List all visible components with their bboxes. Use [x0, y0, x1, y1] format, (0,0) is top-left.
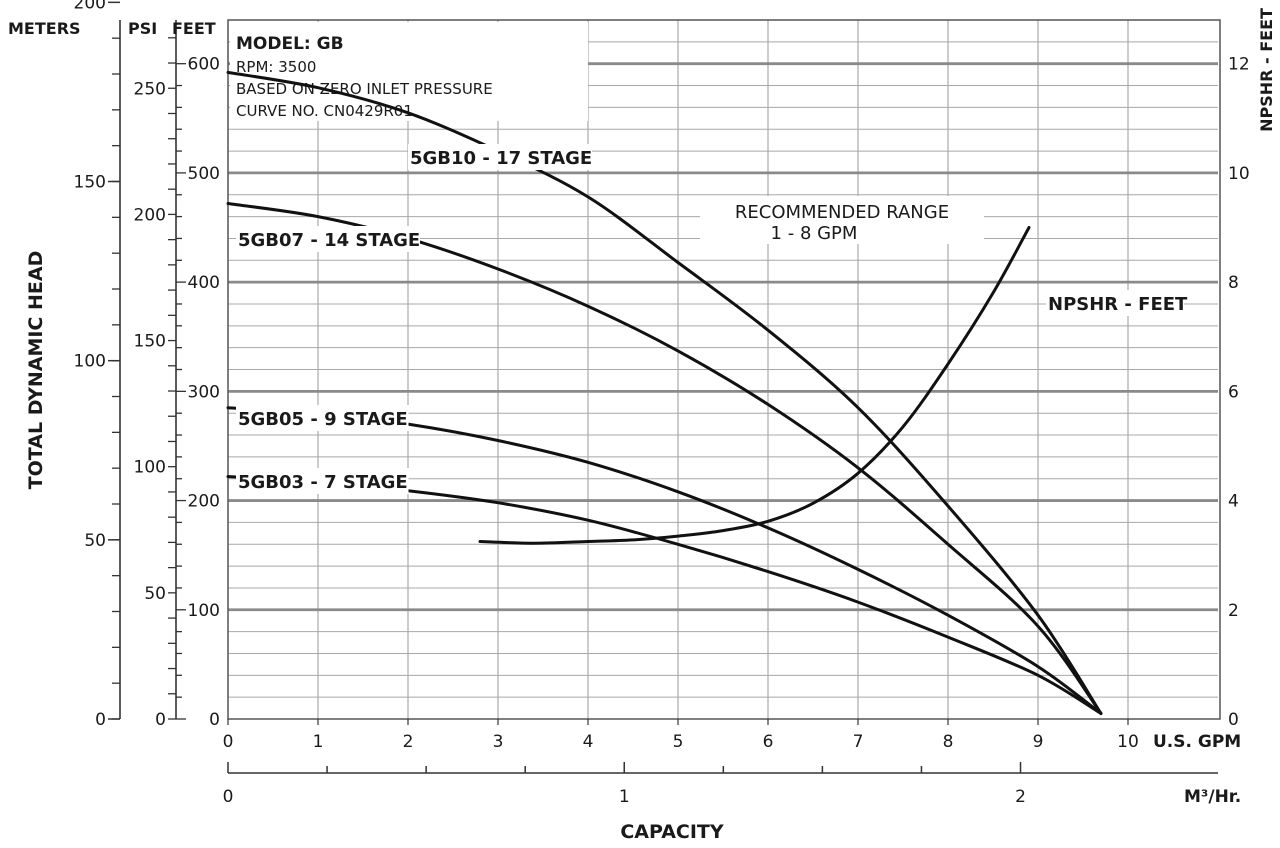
gpm-tick-label: 9 — [1033, 732, 1044, 752]
series-label-5gb07-14-stage: 5GB07 - 14 STAGE — [238, 230, 420, 251]
feet-tick-label: 200 — [188, 492, 220, 512]
series-label-5gb03-7-stage: 5GB03 - 7 STAGE — [238, 472, 408, 493]
series-label-bg — [236, 226, 420, 252]
meters-axis-title: METERS — [8, 19, 81, 38]
inlet-pressure-note: BASED ON ZERO INLET PRESSURE — [236, 80, 493, 98]
series-label-bg — [236, 468, 409, 494]
gpm-tick-label: 2 — [403, 732, 414, 752]
curve-npshr-feet — [478, 226, 1031, 545]
series-label-5gb10-17-stage: 5GB10 - 17 STAGE — [410, 148, 592, 169]
m3hr-axis-unit: M³/Hr. — [1184, 787, 1241, 807]
feet-tick-label: 600 — [188, 55, 220, 75]
m3hr-tick-label: 2 — [1015, 787, 1026, 807]
m3hr-tick-label: 0 — [223, 787, 234, 807]
npshr-tick-label: 0 — [1228, 710, 1239, 730]
curve-5gb10-17-stage — [226, 70, 1103, 715]
npshr-tick-label: 6 — [1228, 382, 1239, 402]
gpm-tick-label: 10 — [1117, 732, 1139, 752]
series-labels: 5GB10 - 17 STAGE 5GB07 - 14 STAGE 5GB05 - … — [236, 144, 1188, 494]
npshr-tick-label: 2 — [1228, 601, 1239, 621]
feet-tick-label: 0 — [209, 710, 220, 730]
npshr-tick-label: 10 — [1228, 164, 1250, 184]
npshr-axis-title-text: NPSHR - FEET — [1257, 8, 1276, 132]
model-label: MODEL: GB — [236, 34, 344, 54]
meters-tick-label: 200 — [74, 0, 106, 13]
gpm-tick-label: 1 — [313, 732, 324, 752]
x-axis-title: CAPACITY — [620, 821, 724, 843]
series-label-bg — [408, 144, 592, 170]
series-label-5gb05-9-stage: 5GB05 - 9 STAGE — [238, 409, 408, 430]
meters-tick-label: 0 — [95, 710, 106, 730]
gpm-tick-label: 4 — [583, 732, 594, 752]
feet-axis-title: FEET — [172, 19, 216, 38]
curve-5gb07-14-stage — [226, 202, 1103, 715]
gpm-tick-label: 7 — [853, 732, 864, 752]
plot-frame — [227, 19, 1221, 720]
recommended-range-box: RECOMMENDED RANGE 1 - 8 GPM — [700, 196, 984, 244]
series-label-npshr-feet: NPSHR - FEET — [1048, 294, 1188, 315]
psi-tick-label: 200 — [134, 205, 166, 225]
psi-tick-label: 100 — [134, 458, 166, 478]
gpm-tick-label: 3 — [493, 732, 504, 752]
psi-tick-label: 250 — [134, 79, 166, 99]
meters-tick-label: 50 — [84, 531, 106, 551]
curve-5gb05-9-stage — [226, 406, 1103, 715]
recommended-range-line2: 1 - 8 GPM — [771, 223, 858, 244]
series-label-bg — [236, 405, 409, 431]
npshr-tick-label: 4 — [1228, 492, 1239, 512]
feet-tick-label: 400 — [188, 273, 220, 293]
psi-tick-label: 0 — [155, 710, 166, 730]
gpm-axis-unit: U.S. GPM — [1153, 732, 1241, 752]
curve-5gb03-7-stage — [226, 475, 1103, 715]
meters-tick-label: 150 — [74, 173, 106, 193]
gpm-tick-label: 8 — [943, 732, 954, 752]
feet-tick-label: 100 — [188, 601, 220, 621]
npshr-axis-title: NPSHR - FEET — [1257, 8, 1276, 132]
curve-number: CURVE NO. CN0429R01 — [236, 102, 413, 120]
m3hr-tick-label: 1 — [619, 787, 630, 807]
npshr-tick-label: 8 — [1228, 273, 1239, 293]
gpm-tick-label: 5 — [673, 732, 684, 752]
curves — [226, 70, 1103, 715]
psi-tick-label: 50 — [144, 584, 166, 604]
npshr-tick-label: 12 — [1228, 55, 1250, 75]
grid — [228, 20, 1218, 719]
rpm-label: RPM: 3500 — [236, 58, 316, 76]
feet-tick-label: 500 — [188, 164, 220, 184]
gpm-tick-label: 6 — [763, 732, 774, 752]
feet-tick-label: 300 — [188, 382, 220, 402]
info-box: MODEL: GB RPM: 3500 BASED ON ZERO INLET … — [230, 22, 588, 121]
psi-tick-label: 150 — [134, 332, 166, 352]
meters-tick-label: 100 — [74, 352, 106, 372]
psi-axis-title: PSI — [128, 19, 157, 38]
series-label-bg — [1046, 290, 1184, 316]
axis-ticks: 0 1 2 3 4 5 6 7 8 9 100 1 20100200300400500600050100… — [74, 0, 1250, 807]
recommended-range-line1: RECOMMENDED RANGE — [735, 202, 949, 223]
y-axis-title: TOTAL DYNAMIC HEAD — [25, 251, 47, 490]
gpm-tick-label: 0 — [223, 732, 234, 752]
